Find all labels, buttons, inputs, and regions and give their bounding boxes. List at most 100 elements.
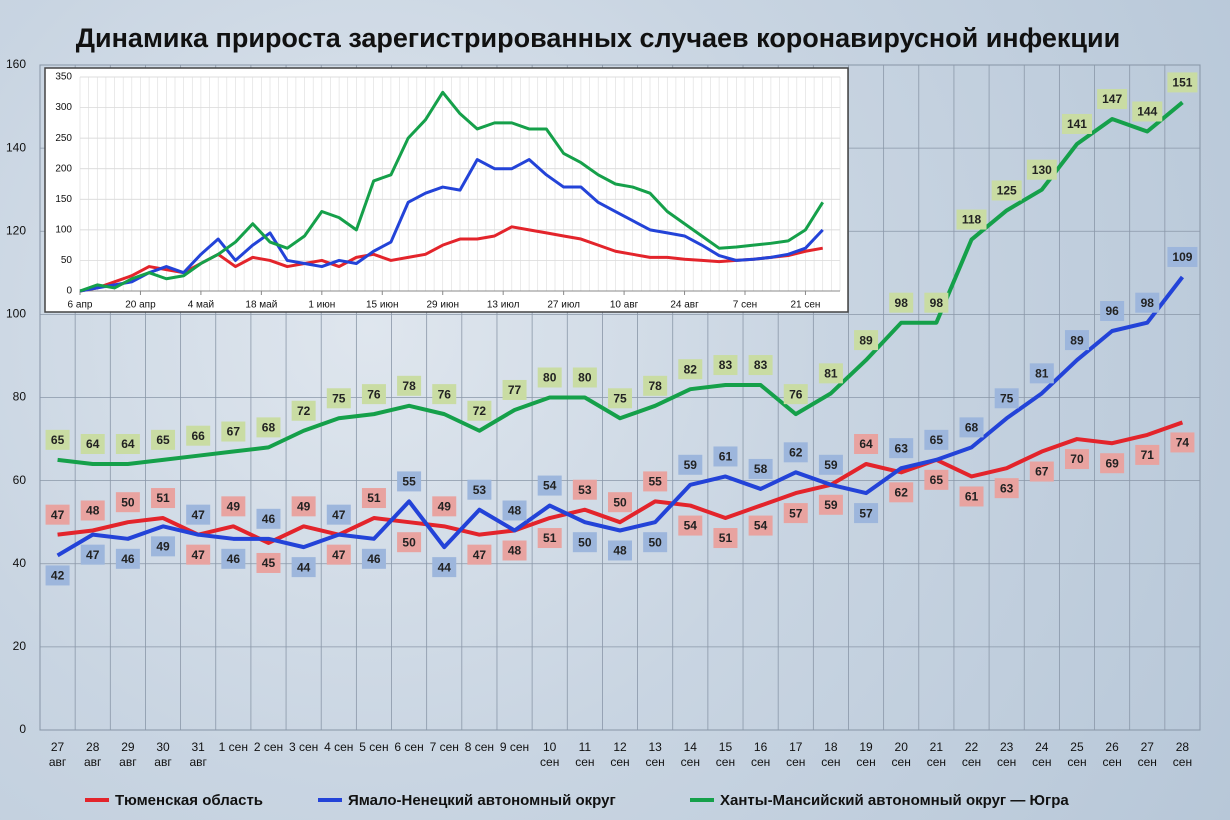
data-label: 55 — [648, 475, 662, 489]
data-label: 118 — [962, 213, 982, 227]
data-label: 98 — [895, 296, 909, 310]
data-label: 65 — [930, 433, 944, 447]
data-label: 46 — [262, 512, 276, 526]
data-label: 62 — [895, 485, 909, 499]
data-label: 46 — [367, 552, 381, 566]
series-line — [57, 100, 1184, 466]
data-label: 66 — [192, 429, 206, 443]
x-tick-label: 11 сен — [575, 740, 595, 769]
inset-x-tick-label: 6 апр — [68, 300, 93, 311]
data-label-box — [432, 557, 457, 578]
data-label: 58 — [754, 462, 768, 476]
x-tick-label: 26 сен — [1102, 740, 1122, 769]
data-label-box — [959, 486, 984, 507]
data-label-box — [924, 429, 949, 450]
data-label: 64 — [86, 437, 100, 451]
data-label: 64 — [121, 437, 135, 451]
data-label-box — [256, 508, 281, 529]
data-label: 65 — [51, 433, 65, 447]
data-label-box — [994, 478, 1019, 499]
inset-y-tick-label: 150 — [55, 194, 72, 205]
data-label: 67 — [1035, 465, 1049, 479]
inset-x-tick-label: 13 июл — [487, 300, 520, 311]
data-label: 59 — [824, 498, 838, 512]
data-label: 59 — [684, 458, 698, 472]
data-label-box — [186, 425, 211, 446]
data-label: 59 — [824, 458, 838, 472]
x-tick-label: 9 сен — [499, 740, 530, 754]
data-label: 47 — [51, 508, 65, 522]
inset-y-tick-label: 300 — [55, 102, 72, 113]
inset-series-line — [79, 158, 824, 293]
y-tick-label: 120 — [6, 223, 26, 237]
data-label-box — [1064, 330, 1089, 351]
data-label: 83 — [719, 358, 733, 372]
x-tick-label: 28 авг — [84, 740, 102, 769]
data-label-box — [326, 388, 351, 409]
inset-x-tick-label: 20 апр — [125, 300, 156, 311]
data-label: 71 — [1141, 448, 1155, 462]
data-label-box — [608, 540, 632, 561]
data-label: 78 — [648, 379, 662, 393]
data-label: 80 — [578, 371, 592, 385]
data-label-box — [818, 363, 843, 384]
data-label: 83 — [754, 358, 768, 372]
y-tick-label: 140 — [6, 140, 26, 154]
data-label: 50 — [578, 535, 592, 549]
data-label: 48 — [508, 544, 522, 558]
data-label-box — [854, 434, 879, 454]
data-label: 68 — [262, 421, 276, 435]
data-label-box — [80, 434, 105, 454]
data-label: 47 — [332, 548, 346, 562]
x-tick-label: 23 сен — [997, 740, 1017, 769]
data-label-box — [643, 471, 668, 492]
data-label: 81 — [824, 367, 838, 381]
data-label-box — [1170, 432, 1195, 453]
data-label-box — [783, 442, 808, 463]
data-label-box — [924, 469, 949, 490]
data-label: 63 — [1000, 481, 1014, 495]
data-label: 68 — [965, 421, 979, 435]
data-label: 61 — [965, 490, 979, 504]
data-label: 75 — [613, 391, 627, 405]
data-label-box — [467, 544, 492, 565]
data-label-box — [572, 367, 597, 388]
data-label-box — [221, 421, 246, 442]
data-label-box — [186, 504, 211, 525]
data-label-box — [45, 429, 70, 450]
data-label-box — [361, 384, 386, 405]
data-label-box — [537, 367, 562, 388]
data-label-box — [397, 375, 422, 396]
data-label: 62 — [789, 445, 803, 459]
data-label-box — [1167, 246, 1198, 267]
data-label: 141 — [1067, 117, 1087, 131]
x-tick-label: 27 авг — [48, 740, 67, 769]
data-label: 75 — [332, 391, 346, 405]
inset-x-tick-label: 21 сен — [790, 300, 820, 311]
data-label: 47 — [473, 548, 487, 562]
data-label-box — [1100, 453, 1125, 474]
data-label-box — [608, 388, 632, 409]
data-label: 49 — [438, 500, 452, 514]
x-tick-label: 6 сен — [394, 740, 424, 754]
y-tick-label: 60 — [13, 473, 27, 487]
data-label-box — [643, 375, 668, 396]
data-label: 125 — [997, 184, 1017, 198]
data-label-box — [537, 528, 562, 549]
data-label: 51 — [719, 531, 733, 545]
x-tick-label: 1 сен — [218, 740, 248, 754]
data-label-box — [502, 379, 527, 400]
data-label-box — [1064, 449, 1089, 470]
inset-x-tick-label: 27 июл — [547, 300, 580, 311]
data-label-box — [854, 503, 879, 524]
data-label: 42 — [51, 569, 65, 583]
data-label: 47 — [332, 508, 346, 522]
data-label-box — [256, 552, 281, 573]
data-label: 147 — [1102, 92, 1122, 106]
inset-y-tick-label: 50 — [61, 255, 73, 266]
data-label-box — [151, 536, 176, 557]
data-label-box — [432, 496, 457, 517]
x-tick-label: 16 сен — [750, 740, 771, 769]
y-tick-label: 100 — [6, 307, 26, 321]
